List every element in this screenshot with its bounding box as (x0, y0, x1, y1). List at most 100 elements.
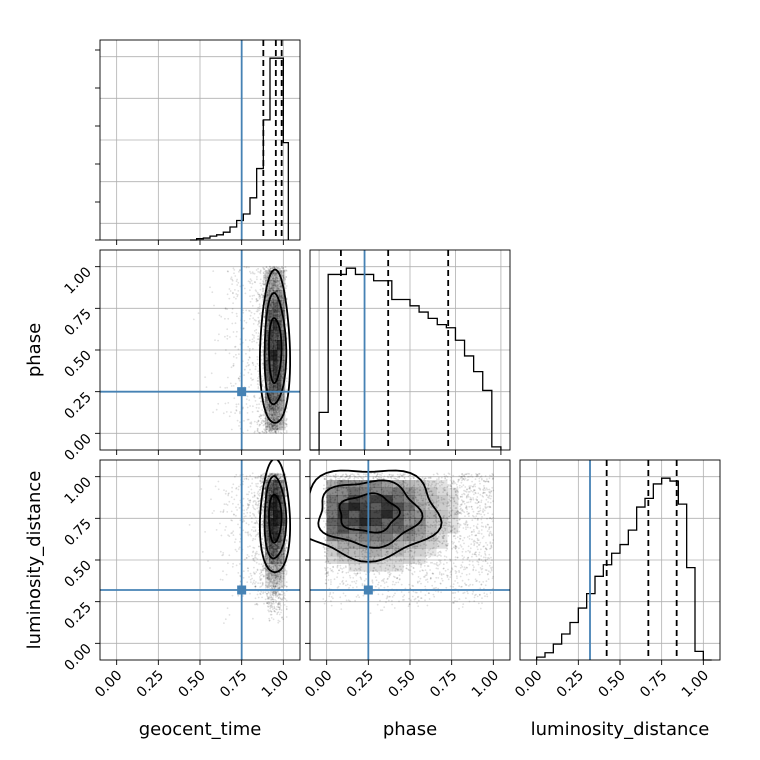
sample-point (275, 418, 277, 420)
sample-point (269, 580, 271, 583)
sample-point (281, 479, 284, 481)
sample-point (225, 349, 227, 351)
sample-point (255, 521, 258, 524)
sample-point (263, 412, 266, 415)
sample-point (271, 487, 274, 490)
sample-point (271, 416, 274, 418)
sample-point (281, 370, 283, 373)
sample-point (267, 385, 270, 388)
sample-point (282, 359, 285, 361)
sample-point (237, 488, 240, 491)
sample-point (261, 282, 264, 285)
density-cell (273, 400, 278, 411)
sample-point (271, 308, 274, 310)
sample-point (281, 480, 283, 483)
sample-point (274, 285, 277, 288)
sample-point (277, 315, 279, 318)
sample-point (236, 294, 239, 296)
sample-point (251, 295, 254, 297)
sample-point (271, 577, 274, 579)
sample-point (279, 576, 282, 578)
sample-point (276, 406, 279, 409)
sample-point (224, 529, 227, 531)
sample-point (271, 479, 273, 482)
sample-point (275, 419, 278, 422)
sample-point (278, 486, 280, 488)
sample-point (275, 474, 278, 477)
sample-point (264, 487, 267, 489)
sample-point (269, 267, 272, 269)
sample-point (269, 267, 272, 270)
density-cell (265, 340, 270, 351)
sample-point (268, 268, 271, 271)
sample-point (279, 477, 282, 479)
density-cell (277, 280, 282, 291)
sample-point (275, 600, 278, 602)
sample-point (280, 266, 283, 269)
sample-point (276, 474, 279, 477)
sample-point (236, 330, 238, 333)
sample-point (262, 543, 264, 546)
sample-point (256, 380, 259, 382)
sample-point (257, 476, 259, 479)
sample-point (267, 489, 270, 492)
sample-point (273, 411, 276, 414)
sample-point (270, 410, 273, 412)
sample-point (269, 473, 271, 476)
sample-point (251, 472, 254, 475)
sample-point (225, 525, 227, 528)
sample-point (268, 565, 271, 568)
sample-point (258, 563, 260, 565)
sample-point (254, 597, 257, 600)
sample-point (277, 619, 280, 622)
sample-point (254, 556, 256, 559)
sample-point (277, 287, 280, 290)
sample-point (271, 562, 274, 565)
sample-point (267, 573, 270, 576)
sample-point (272, 559, 274, 561)
sample-point (271, 287, 274, 289)
sample-point (232, 355, 235, 358)
sample-point (281, 399, 284, 402)
sample-point (278, 594, 281, 597)
sample-point (268, 294, 271, 297)
sample-point (281, 473, 284, 476)
sample-point (226, 504, 229, 506)
sample-point (268, 403, 271, 405)
sample-point (262, 296, 264, 299)
sample-point (275, 406, 277, 408)
density-cell (269, 330, 274, 341)
sample-point (257, 320, 260, 323)
sample-point (285, 417, 288, 420)
sample-point (242, 311, 245, 314)
sample-point (248, 356, 251, 358)
sample-point (282, 398, 285, 401)
sample-point (273, 266, 275, 269)
sample-point (284, 426, 286, 429)
sample-point (274, 579, 277, 582)
sample-point (234, 548, 237, 551)
sample-point (261, 375, 264, 378)
sample-point (284, 550, 286, 552)
sample-point (257, 293, 259, 295)
sample-point (262, 424, 265, 427)
sample-point (277, 411, 280, 414)
sample-point (280, 274, 283, 276)
sample-point (270, 408, 273, 411)
sample-point (273, 296, 276, 299)
sample-point (232, 513, 235, 516)
sample-point (279, 285, 282, 288)
sample-point (277, 561, 280, 564)
sample-point (271, 582, 274, 585)
sample-point (278, 289, 281, 291)
sample-point (259, 592, 261, 595)
sample-point (247, 418, 250, 421)
sample-point (266, 293, 269, 295)
sample-point (233, 272, 235, 275)
sample-point (271, 414, 274, 417)
sample-point (264, 567, 266, 570)
sample-point (266, 578, 269, 580)
sample-point (272, 600, 275, 603)
sample-point (275, 569, 278, 572)
sample-point (275, 399, 277, 401)
